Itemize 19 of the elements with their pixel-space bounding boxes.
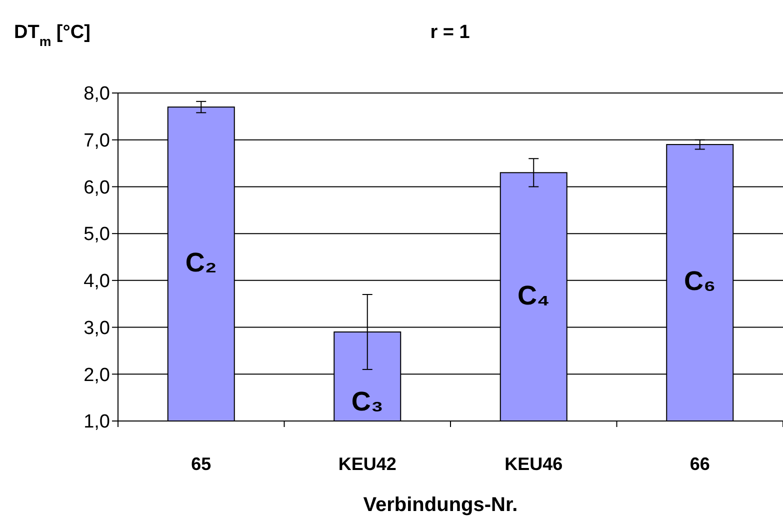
y-tick-label: 1,0 — [84, 412, 110, 433]
annotation: C₄ — [517, 280, 550, 310]
y-axis-title: DT$_{m}$ [°C] — [14, 22, 90, 48]
y-tick-label: 4,0 — [84, 271, 110, 292]
y-tick-label: 7,0 — [84, 130, 110, 152]
x-tick-label: 65 — [191, 454, 212, 474]
y-tick-label: 2,0 — [84, 364, 110, 386]
y-tick-label: 5,0 — [84, 224, 110, 246]
annotation: C₃ — [351, 386, 384, 416]
chart-title: r = 1 — [430, 22, 470, 43]
y-tick-label: 8,0 — [84, 84, 110, 105]
y-tick-label: 3,0 — [84, 318, 110, 339]
x-tick-label: KEU46 — [504, 454, 563, 474]
x-tick-label: 66 — [690, 454, 710, 474]
y-tick-label: 6,0 — [84, 177, 110, 198]
x-axis-title: Verbindungs-Nr. — [363, 494, 518, 516]
annotation: C₆ — [684, 266, 716, 296]
x-tick-label: KEU42 — [338, 454, 396, 474]
annotation: C₂ — [185, 247, 217, 278]
